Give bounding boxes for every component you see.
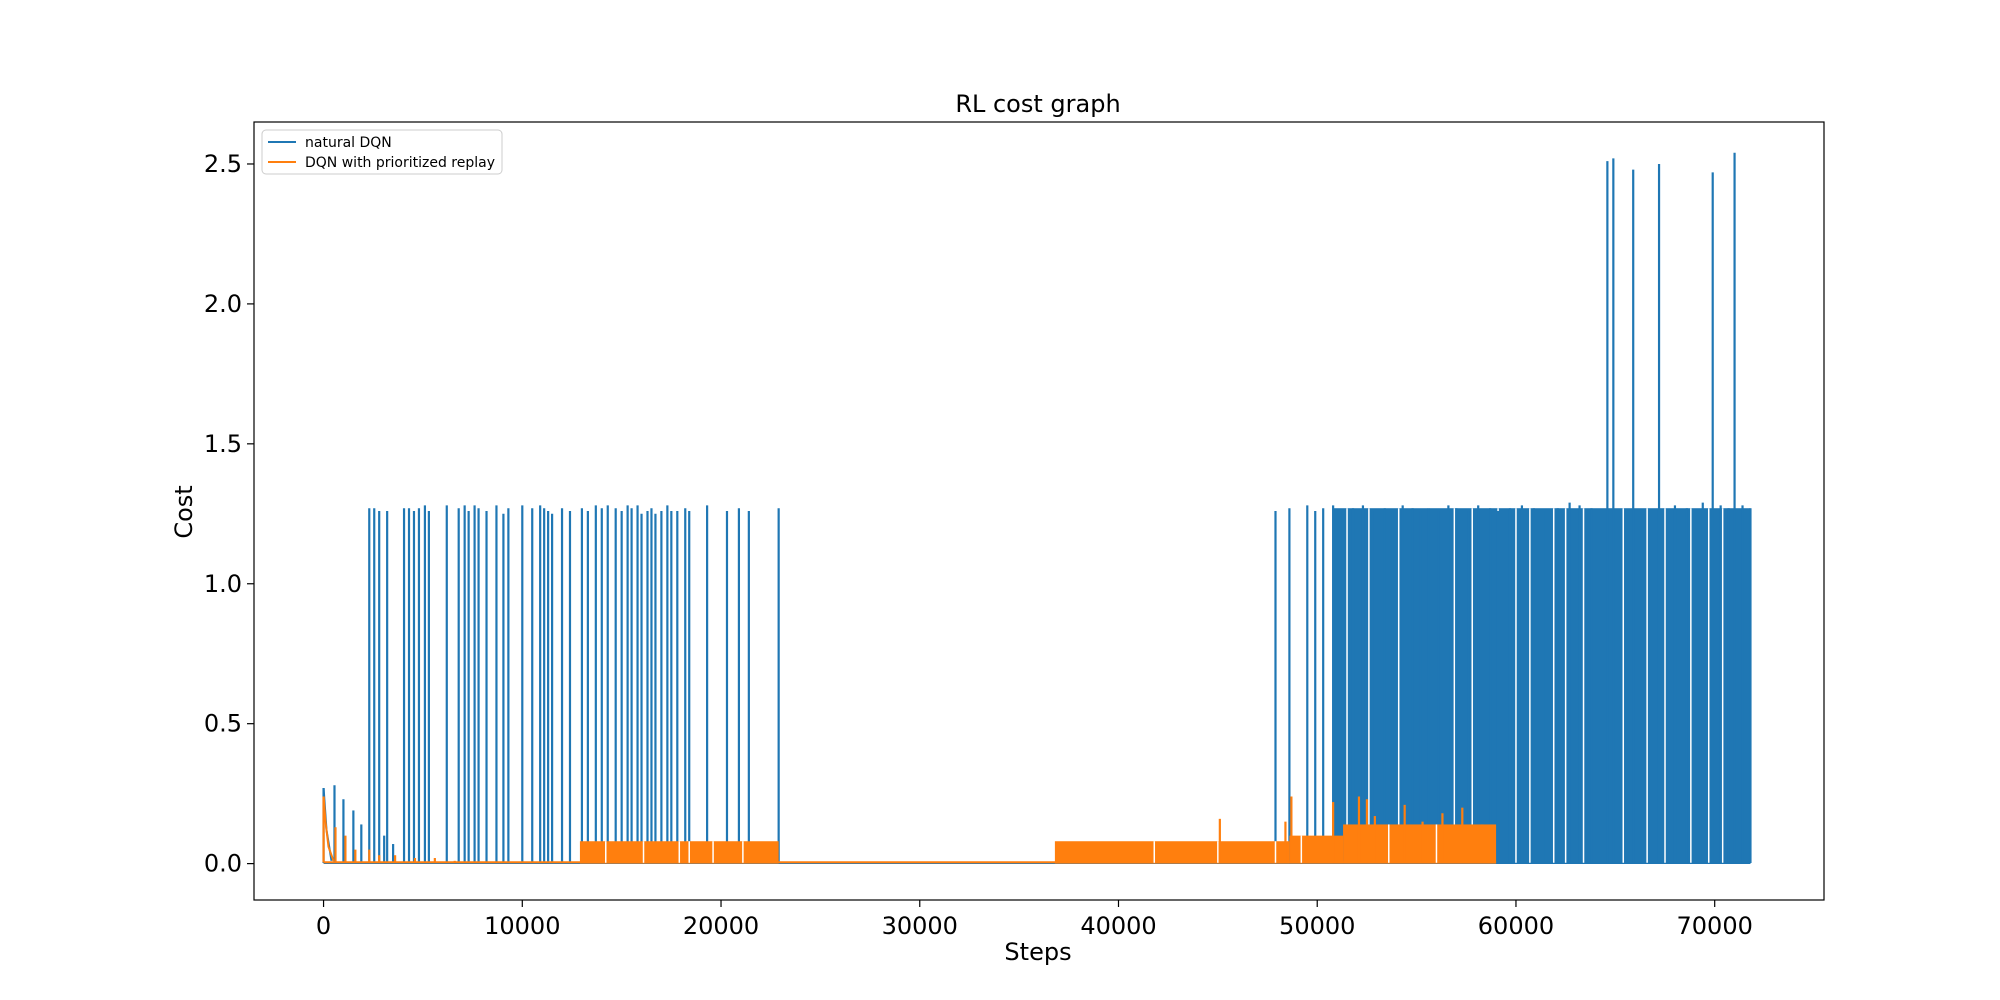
x-tick-label: 0 [316, 912, 331, 940]
series-dense-band [1054, 841, 1290, 864]
series-dense-band [1343, 824, 1497, 864]
legend-label-natural-dqn: natural DQN [305, 135, 392, 151]
y-axis-label: Cost [170, 485, 198, 538]
legend: natural DQN DQN with prioritized replay [261, 129, 503, 175]
x-tick-label: 10000 [484, 912, 560, 940]
y-tick-label: 1.5 [204, 430, 242, 458]
x-tick-label: 60000 [1478, 912, 1554, 940]
x-tick-label: 20000 [683, 912, 759, 940]
y-tick-label: 2.5 [204, 150, 242, 178]
x-tick-label: 40000 [1080, 912, 1156, 940]
x-tick-label: 50000 [1279, 912, 1355, 940]
y-tick-label: 0.5 [204, 710, 242, 738]
x-axis: 0 10000 20000 30000 40000 50000 60000 70000 [316, 900, 1753, 940]
y-tick-label: 2.0 [204, 290, 242, 318]
legend-box [261, 129, 503, 175]
legend-label-prioritized-replay: DQN with prioritized replay [305, 155, 495, 171]
series-prioritized-replay [322, 796, 1497, 864]
y-tick-label: 0.0 [204, 850, 242, 878]
x-tick-label: 70000 [1677, 912, 1753, 940]
series-natural-dqn [322, 152, 1752, 865]
x-axis-label: Steps [1004, 938, 1071, 966]
plot-area [322, 152, 1752, 865]
plot-frame [253, 121, 1825, 901]
series-initial-decay [322, 796, 335, 862]
chart-title: RL cost graph [955, 90, 1120, 118]
y-axis: 0.0 0.5 1.0 1.5 2.0 2.5 [204, 150, 254, 878]
x-tick-label: 30000 [882, 912, 958, 940]
series-dense-band [1289, 835, 1344, 864]
y-tick-label: 1.0 [204, 570, 242, 598]
